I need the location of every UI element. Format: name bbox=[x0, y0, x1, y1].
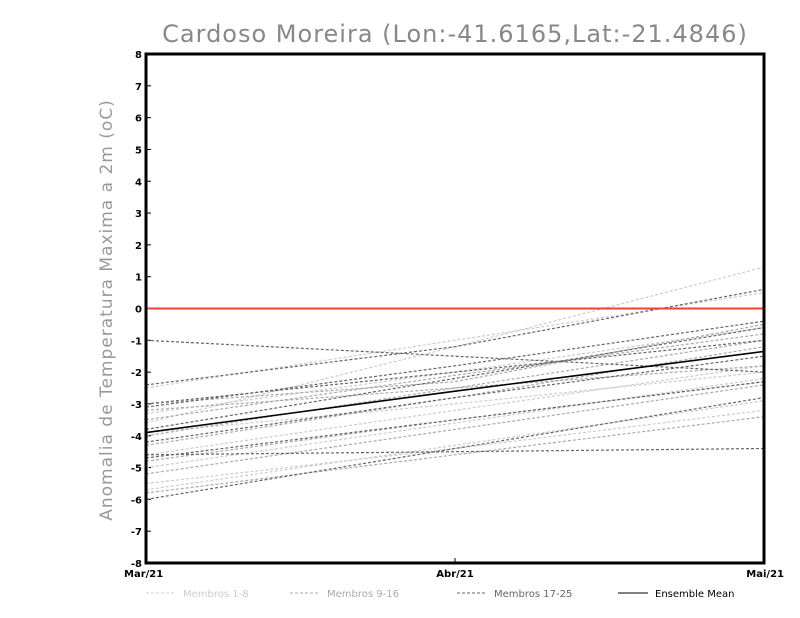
member-line-2-7 bbox=[145, 384, 765, 475]
y-tick-label: -2 bbox=[131, 368, 142, 379]
y-tick-label: -3 bbox=[131, 400, 142, 411]
member-line-2-6 bbox=[145, 339, 765, 437]
member-line-3-3 bbox=[145, 320, 765, 408]
y-tick-label: 3 bbox=[135, 209, 142, 220]
member-line-3-6 bbox=[145, 355, 765, 443]
y-tick-label: -5 bbox=[131, 464, 142, 475]
member-line-3-8 bbox=[145, 381, 765, 459]
x-tick-label: Mar/21 bbox=[124, 569, 163, 580]
plot-series bbox=[145, 266, 765, 500]
x-tick-label: Mai/21 bbox=[746, 569, 784, 580]
y-tick-label: -8 bbox=[131, 559, 142, 570]
y-tick-label: -1 bbox=[131, 336, 142, 347]
plot-frame bbox=[144, 52, 766, 565]
member-line-1-3 bbox=[145, 377, 765, 469]
member-line-2-4 bbox=[145, 416, 765, 494]
member-line-1-1 bbox=[145, 409, 765, 485]
legend-label: Membros 9-16 bbox=[327, 589, 399, 600]
member-line-3-2 bbox=[145, 288, 765, 386]
y-tick-label: 2 bbox=[135, 241, 142, 252]
y-tick-label: -6 bbox=[131, 495, 142, 506]
y-axis-label: Anomalia de Temperatura Maxima a 2m (oC) bbox=[97, 99, 117, 521]
legend-label: Ensemble Mean bbox=[655, 589, 734, 600]
legend-label: Membros 17-25 bbox=[494, 589, 572, 600]
member-line-3-5 bbox=[145, 327, 765, 430]
y-tick-label: 4 bbox=[135, 177, 142, 188]
member-line-3-7 bbox=[145, 339, 765, 405]
member-line-2-2 bbox=[145, 365, 765, 411]
member-line-1-8 bbox=[145, 371, 765, 434]
member-line-1-6 bbox=[145, 400, 765, 491]
member-line-2-8 bbox=[145, 333, 765, 421]
y-tick-label: 1 bbox=[135, 273, 142, 284]
y-tick-label: 5 bbox=[135, 145, 142, 156]
y-tick-label: 7 bbox=[135, 82, 142, 93]
member-line-3-1 bbox=[145, 339, 765, 373]
legend: Membros 1-8 Membros 9-16 Membros 17-25 Ense… bbox=[146, 589, 734, 600]
member-line-3-9 bbox=[145, 397, 765, 500]
y-tick-label: 0 bbox=[135, 305, 142, 316]
member-line-1-4 bbox=[145, 365, 765, 456]
member-line-2-3 bbox=[145, 346, 765, 446]
y-tick-label: 6 bbox=[135, 114, 142, 125]
legend-label: Membros 1-8 bbox=[183, 589, 249, 600]
y-tick-label: 8 bbox=[135, 50, 142, 61]
ensemble-mean-line bbox=[145, 350, 765, 434]
y-tick-label: -4 bbox=[131, 432, 142, 443]
member-line-3-4 bbox=[145, 447, 765, 456]
x-tick-label: Abr/21 bbox=[436, 569, 473, 580]
chart-title: Cardoso Moreira (Lon:-41.6165,Lat:-21.48… bbox=[162, 20, 748, 48]
member-line-1-2 bbox=[145, 266, 765, 424]
y-tick-label: -7 bbox=[131, 527, 142, 538]
